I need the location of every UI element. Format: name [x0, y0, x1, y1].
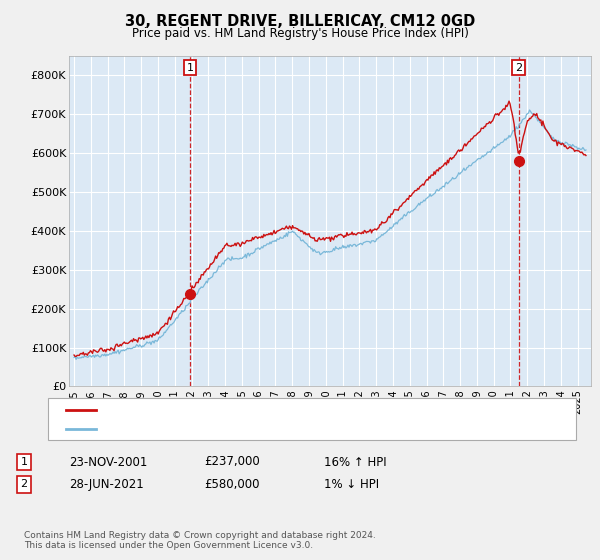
Text: 23-NOV-2001: 23-NOV-2001: [69, 455, 148, 469]
Text: Price paid vs. HM Land Registry's House Price Index (HPI): Price paid vs. HM Land Registry's House …: [131, 27, 469, 40]
Text: £237,000: £237,000: [204, 455, 260, 469]
Text: £580,000: £580,000: [204, 478, 260, 491]
Text: 30, REGENT DRIVE, BILLERICAY, CM12 0GD: 30, REGENT DRIVE, BILLERICAY, CM12 0GD: [125, 14, 475, 29]
Text: 16% ↑ HPI: 16% ↑ HPI: [324, 455, 386, 469]
Text: 28-JUN-2021: 28-JUN-2021: [69, 478, 144, 491]
Text: Contains HM Land Registry data © Crown copyright and database right 2024.
This d: Contains HM Land Registry data © Crown c…: [24, 530, 376, 550]
Text: 2: 2: [515, 63, 523, 73]
Text: 30, REGENT DRIVE, BILLERICAY, CM12 0GD (detached house): 30, REGENT DRIVE, BILLERICAY, CM12 0GD (…: [108, 405, 427, 415]
Text: 1: 1: [187, 63, 193, 73]
Text: 2: 2: [20, 479, 28, 489]
Text: HPI: Average price, detached house, Basildon: HPI: Average price, detached house, Basi…: [108, 424, 346, 434]
Text: 1% ↓ HPI: 1% ↓ HPI: [324, 478, 379, 491]
Text: 1: 1: [20, 457, 28, 467]
